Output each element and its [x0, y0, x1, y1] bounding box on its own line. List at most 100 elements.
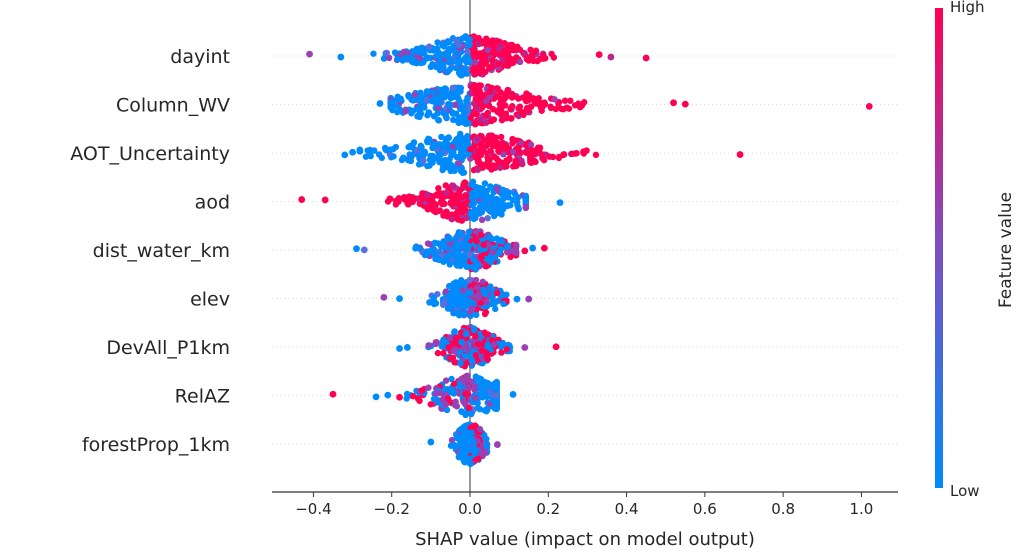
shap-point: [439, 200, 446, 208]
feature-label: elev: [190, 289, 230, 311]
shap-point: [392, 143, 400, 151]
shap-point: [420, 157, 427, 164]
shap-point: [429, 141, 437, 148]
shap-point: [463, 234, 471, 242]
shap-point: [458, 155, 465, 162]
shap-point: [476, 294, 483, 301]
shap-outlier-point: [388, 99, 396, 106]
shap-point: [493, 392, 500, 399]
shap-point: [440, 336, 447, 343]
shap-outlier-point: [337, 53, 345, 61]
shap-point: [493, 185, 501, 192]
shap-point: [435, 185, 442, 192]
shap-point: [461, 426, 468, 433]
shap-point: [460, 398, 467, 405]
shap-point: [477, 69, 484, 76]
shap-point: [464, 384, 472, 391]
shap-point: [563, 104, 570, 111]
shap-point: [464, 297, 471, 304]
shap-point: [436, 190, 444, 197]
shap-point: [500, 151, 507, 158]
shap-point: [489, 37, 496, 44]
shap-point: [458, 339, 465, 346]
shap-point: [452, 279, 460, 286]
feature-label: dayint: [170, 46, 230, 68]
shap-point: [516, 103, 524, 110]
shap-point: [552, 105, 560, 113]
shap-point: [442, 288, 450, 295]
shap-outlier-point: [427, 438, 435, 446]
feature-label: RelAZ: [175, 386, 230, 408]
shap-point: [505, 248, 512, 256]
shap-point: [480, 241, 487, 249]
shap-point: [568, 150, 576, 158]
shap-point: [477, 148, 484, 156]
shap-outlier-point: [384, 391, 392, 399]
shap-point: [472, 70, 479, 77]
shap-point: [433, 339, 441, 346]
shap-point: [424, 240, 432, 247]
x-tick-label: 0.2: [536, 500, 560, 518]
shap-point: [457, 360, 464, 367]
shap-point: [567, 97, 574, 104]
shap-point: [457, 277, 465, 284]
x-axis-title: SHAP value (impact on model output): [415, 529, 755, 550]
shap-point: [484, 135, 492, 142]
shap-point: [441, 93, 448, 101]
shap-point: [473, 238, 480, 245]
shap-point: [527, 141, 535, 148]
shap-point: [415, 245, 423, 252]
shap-point: [482, 349, 490, 356]
shap-point: [478, 216, 486, 224]
shap-point: [424, 112, 431, 119]
shap-point: [430, 89, 437, 96]
shap-point: [494, 61, 502, 68]
shap-point: [378, 154, 386, 162]
shap-outlier-point: [396, 345, 403, 352]
x-tick-label: 0.0: [458, 500, 482, 518]
shap-point: [424, 191, 431, 198]
shap-point: [461, 65, 469, 72]
shap-outlier-point: [521, 247, 529, 255]
shap-point: [430, 95, 438, 103]
shap-point: [479, 143, 487, 151]
shap-outlier-point: [525, 295, 533, 303]
shap-outlier-point: [360, 246, 368, 254]
shap-point: [458, 375, 465, 383]
shap-point: [443, 255, 450, 262]
shap-point: [434, 349, 442, 357]
shap-point: [485, 242, 493, 249]
shap-point: [487, 259, 494, 266]
shap-point: [540, 156, 548, 164]
shap-point: [456, 299, 463, 307]
shap-point: [430, 395, 438, 403]
shap-point: [498, 100, 505, 107]
shap-point: [415, 45, 422, 53]
shap-point: [394, 108, 401, 116]
shap-point: [445, 134, 452, 142]
shap-outlier-point: [403, 344, 411, 351]
shap-point: [472, 394, 479, 402]
shap-outlier-point: [642, 54, 650, 62]
shap-point: [446, 102, 453, 110]
shap-point: [451, 242, 458, 250]
shap-point: [460, 204, 467, 211]
shap-point: [486, 88, 493, 95]
shap-outlier-point: [513, 198, 521, 206]
shap-point: [450, 380, 458, 388]
shap-point: [482, 202, 489, 210]
shap-point: [500, 300, 507, 308]
shap-point: [483, 379, 490, 386]
shap-point: [580, 99, 588, 106]
shap-outlier-point: [298, 196, 306, 203]
shap-point: [547, 104, 555, 112]
shap-point: [459, 438, 466, 446]
shap-point: [529, 53, 536, 61]
shap-point: [425, 342, 432, 349]
shap-point: [494, 108, 501, 115]
shap-point: [478, 254, 485, 261]
shap-point: [423, 204, 431, 211]
shap-point: [524, 105, 531, 112]
feature-label: forestProp_1km: [82, 434, 230, 456]
x-tick-label: −0.4: [295, 500, 331, 518]
